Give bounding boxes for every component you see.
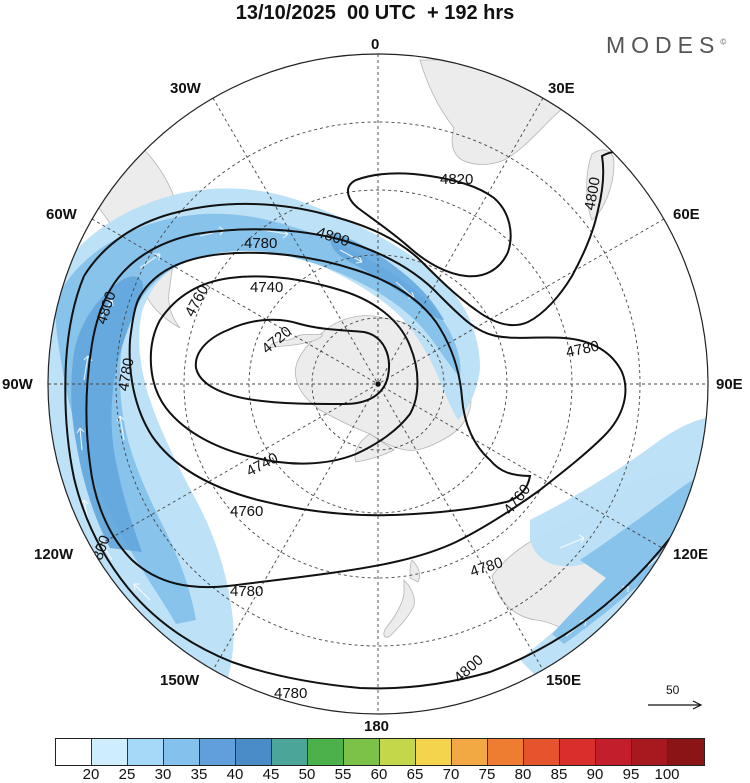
lon-label-0: 0	[371, 36, 380, 53]
contour-4720	[194, 318, 390, 406]
contour-label: 4780	[274, 685, 307, 702]
colorbar-tick-label: 25	[118, 766, 136, 783]
reference-vector-value: 50	[666, 683, 680, 697]
contour-label: 4740	[244, 449, 281, 480]
lon-label-60e: 60E	[673, 206, 700, 223]
contour-label: 4760	[182, 282, 213, 319]
contour-label: 4740	[250, 279, 283, 296]
ross-ice-shelf	[354, 433, 395, 463]
contour-4740	[149, 275, 419, 465]
colorbar-ticks: 20 25 30 35 40 45 50 55 60 65 70 75 80 85 90 95 100	[55, 766, 705, 783]
lon-label-30w: 30W	[170, 80, 201, 97]
chart-title: 13/10/2025 00 UTC + 192 hrs	[235, 2, 515, 24]
contour-label: 4800	[581, 176, 604, 212]
brand-logo: MODES©	[606, 32, 726, 59]
colorbar-swatch	[596, 739, 632, 765]
jet-core-south-atlantic	[330, 232, 444, 320]
lon-label-120e: 120E	[673, 546, 709, 563]
contour-lines	[64, 150, 708, 690]
lon-label-150e: 150E	[546, 672, 582, 689]
colorbar-swatch	[452, 739, 488, 765]
map-disk: 4820 4800 4800 4780 4800 4780 4760 4740 …	[48, 54, 708, 714]
wind-arrow	[559, 534, 585, 549]
colorbar-swatch	[92, 739, 128, 765]
colorbar-swatch	[308, 739, 344, 765]
jet-core-west	[71, 276, 144, 552]
lon-label-90w: 90W	[2, 376, 33, 393]
colorbar-tick-label: 80	[514, 766, 532, 783]
colorbar-swatch	[632, 739, 668, 765]
contour-4800-outer	[64, 275, 708, 690]
madagascar-land	[586, 149, 615, 221]
wind-arrow	[339, 249, 363, 264]
colorbar-swatch	[272, 739, 308, 765]
colorbar-tick-label: 75	[478, 766, 496, 783]
colorbar-swatch	[560, 739, 596, 765]
colorbar-swatch	[128, 739, 164, 765]
lon-label-90e: 90E	[716, 376, 743, 393]
colorbar-swatch	[524, 739, 560, 765]
colorbar-swatch	[416, 739, 452, 765]
colorbar-tick-label: 70	[442, 766, 460, 783]
south-pole-marker	[375, 381, 381, 387]
contour-label: 4780	[244, 235, 277, 252]
colorbar-swatch	[380, 739, 416, 765]
map-border	[47, 53, 709, 715]
lon-label-60w: 60W	[46, 206, 77, 223]
colorbar-swatch	[164, 739, 200, 765]
colorbar-tick-label: 60	[370, 766, 388, 783]
colorbar-swatch	[488, 739, 524, 765]
colorbar-tick-label: 90	[586, 766, 604, 783]
colorbar-tick-label: 30	[154, 766, 172, 783]
reference-vector-arrow	[648, 700, 703, 710]
africa-land	[419, 59, 601, 165]
colorbar-tick-label: 55	[334, 766, 352, 783]
colorbar-swatch	[236, 739, 272, 765]
wind-arrow	[685, 501, 705, 521]
lon-label-180: 180	[364, 718, 390, 735]
new-zealand-north	[409, 559, 420, 583]
contour-label: 4800	[451, 651, 487, 686]
colorbar	[55, 738, 705, 766]
contour-label: 4720	[259, 323, 295, 357]
contour-label: 4760	[500, 481, 534, 518]
contour-label: 4760	[230, 503, 263, 520]
wind-arrow	[99, 299, 114, 321]
contour-4780-north	[85, 228, 627, 589]
lon-label-120w: 120W	[34, 546, 74, 563]
contour-label: 4780	[230, 583, 263, 600]
colorbar-tick-label: 95	[622, 766, 640, 783]
colorbar-tick-label: 40	[226, 766, 244, 783]
colorbar-swatch	[56, 739, 92, 765]
antarctic-peninsula	[266, 333, 323, 349]
jet-band-west-mid	[55, 213, 461, 624]
copyright-mark: ©	[720, 37, 727, 47]
colorbar-tick-label: 65	[406, 766, 424, 783]
contour-label: 4780	[564, 338, 600, 362]
lon-label-150w: 150W	[160, 672, 200, 689]
contour-4800-west	[83, 150, 639, 327]
contour-label: 4820	[440, 171, 473, 188]
colorbar-swatch	[344, 739, 380, 765]
new-zealand-land	[383, 579, 415, 638]
wind-arrow	[133, 583, 151, 601]
lon-label-30e: 30E	[548, 80, 575, 97]
contour-4820	[347, 172, 512, 278]
colorbar-tick-label: 100	[654, 766, 680, 783]
latitude-circle	[248, 254, 508, 514]
colorbar-tick-label: 85	[550, 766, 568, 783]
colorbar-tick-label: 45	[262, 766, 280, 783]
colorbar-tick-label: 35	[190, 766, 208, 783]
colorbar-tick-label: 50	[298, 766, 316, 783]
contour-4760	[128, 251, 532, 517]
colorbar-swatch	[200, 739, 236, 765]
brand-text: MODES	[606, 32, 721, 58]
colorbar-swatch	[668, 739, 704, 765]
wind-arrow	[76, 427, 85, 451]
colorbar-tick-label: 20	[82, 766, 100, 783]
contour-label: 4780	[115, 357, 138, 393]
